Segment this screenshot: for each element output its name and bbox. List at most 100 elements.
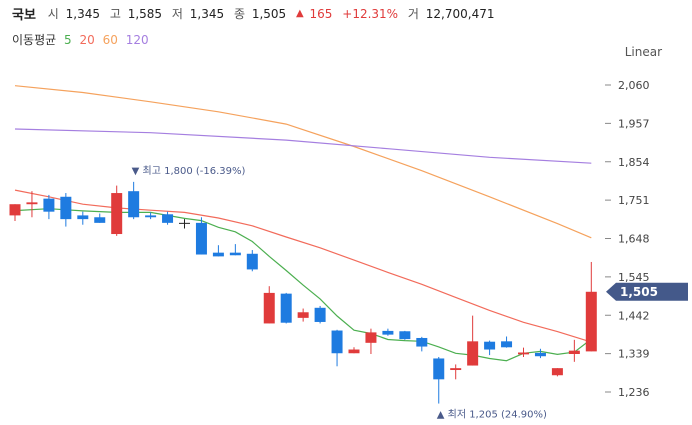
candle-body — [382, 330, 394, 335]
candle-body — [60, 196, 72, 220]
scale-toggle[interactable]: Linear — [624, 45, 662, 59]
ma-line-60 — [14, 85, 592, 239]
candle-body — [280, 293, 292, 323]
candle — [450, 364, 462, 380]
low-annotation: ▲ 최저 1,205 (24.90%) — [437, 409, 547, 421]
candle-body — [501, 341, 513, 348]
candle — [195, 217, 207, 255]
ma-legend[interactable]: 이동평균 5 20 60 120 — [12, 31, 153, 48]
candle-body — [314, 307, 326, 322]
candle — [416, 336, 428, 352]
candle-body — [399, 331, 411, 340]
candle-body — [534, 352, 546, 357]
candle — [60, 193, 72, 227]
candle-body — [585, 291, 597, 352]
candle — [43, 194, 55, 220]
candle-body — [484, 341, 496, 350]
candle — [229, 244, 241, 256]
volume-value: 12,700,471 — [425, 6, 495, 21]
ma-line-5 — [14, 208, 592, 362]
y-tick-label: 1,545 — [618, 271, 650, 284]
candle-body — [111, 193, 123, 235]
candle — [212, 245, 224, 257]
candle-body — [518, 352, 529, 355]
candle-body — [9, 204, 21, 216]
change-percent: +12.31% — [342, 6, 399, 21]
candle — [263, 286, 275, 324]
candle — [518, 347, 529, 357]
annotations: ▼ 최고 1,800 (-16.39%) ▲ 최저 1,205 (24.90%) — [132, 165, 547, 421]
candle — [433, 356, 445, 404]
candle — [111, 185, 123, 236]
high-annotation: ▼ 최고 1,800 (-16.39%) — [132, 165, 246, 177]
candle — [77, 211, 89, 225]
low-label: 저 — [171, 7, 183, 21]
candle — [246, 250, 258, 272]
y-tick-label: 2,060 — [618, 79, 650, 92]
candle-body — [26, 202, 38, 205]
candle — [94, 213, 106, 223]
candle-body — [145, 215, 157, 218]
candle-body — [128, 191, 140, 218]
ma-line-20 — [14, 189, 592, 343]
ma-60: 60 — [102, 33, 118, 47]
candle-body — [94, 217, 106, 223]
y-tick-label: 1,442 — [618, 309, 650, 322]
candle — [534, 348, 546, 359]
change-value: 165 — [309, 6, 333, 21]
close-value: 1,505 — [251, 6, 287, 21]
candle-body — [229, 252, 241, 256]
candle-body — [568, 350, 580, 354]
close-label: 종 — [233, 7, 245, 21]
candle-body — [450, 368, 462, 371]
low-value: 1,345 — [189, 6, 225, 21]
candle-body — [263, 292, 275, 324]
ma-legend-label: 이동평균 — [12, 33, 57, 47]
candle — [484, 340, 496, 356]
candle — [551, 368, 563, 377]
candle — [162, 211, 174, 225]
y-tick-label: 1,648 — [618, 233, 650, 246]
price-axis: 2,060 1,957 1,854 1,751 1,648 1,545 1,442 1,339… — [605, 79, 688, 399]
candle-body — [195, 222, 207, 255]
candle-body — [212, 252, 224, 257]
candle-body — [246, 253, 258, 270]
current-price-label: 1,505 — [620, 285, 658, 299]
y-tick-label: 1,236 — [618, 386, 650, 399]
candle-body — [77, 215, 89, 220]
moving-average-lines — [14, 85, 592, 362]
stock-name: 국보 — [12, 8, 36, 23]
ma-line-120 — [14, 128, 592, 164]
candle-body — [348, 349, 360, 354]
high-label: 고 — [109, 7, 121, 21]
candle-body — [179, 222, 190, 224]
candle-body — [416, 337, 428, 347]
candle-body — [331, 330, 343, 354]
candle — [501, 336, 513, 348]
candle — [331, 329, 343, 367]
candle — [568, 339, 580, 362]
candle — [365, 328, 377, 354]
candle — [179, 219, 190, 229]
candle-body — [467, 341, 479, 366]
candle — [280, 292, 292, 324]
candle — [585, 261, 597, 352]
candle — [26, 191, 38, 218]
candle — [297, 308, 309, 322]
candles — [9, 181, 597, 404]
y-tick-label: 1,957 — [618, 117, 650, 130]
y-tick-label: 1,339 — [618, 348, 650, 361]
candle-body — [162, 214, 174, 223]
y-tick-label: 1,854 — [618, 156, 650, 169]
candle — [399, 330, 411, 340]
candle — [128, 181, 140, 220]
change-up-icon: ▲ — [296, 8, 304, 19]
candle — [145, 212, 157, 220]
candle-body — [43, 198, 55, 212]
quote-header: 국보 시 1,345 고 1,585 저 1,345 종 1,505 ▲ 165… — [12, 4, 501, 24]
candle-body — [551, 368, 563, 376]
candle-body — [365, 332, 377, 343]
ma-20: 20 — [79, 33, 95, 47]
current-price-flag — [606, 282, 688, 301]
